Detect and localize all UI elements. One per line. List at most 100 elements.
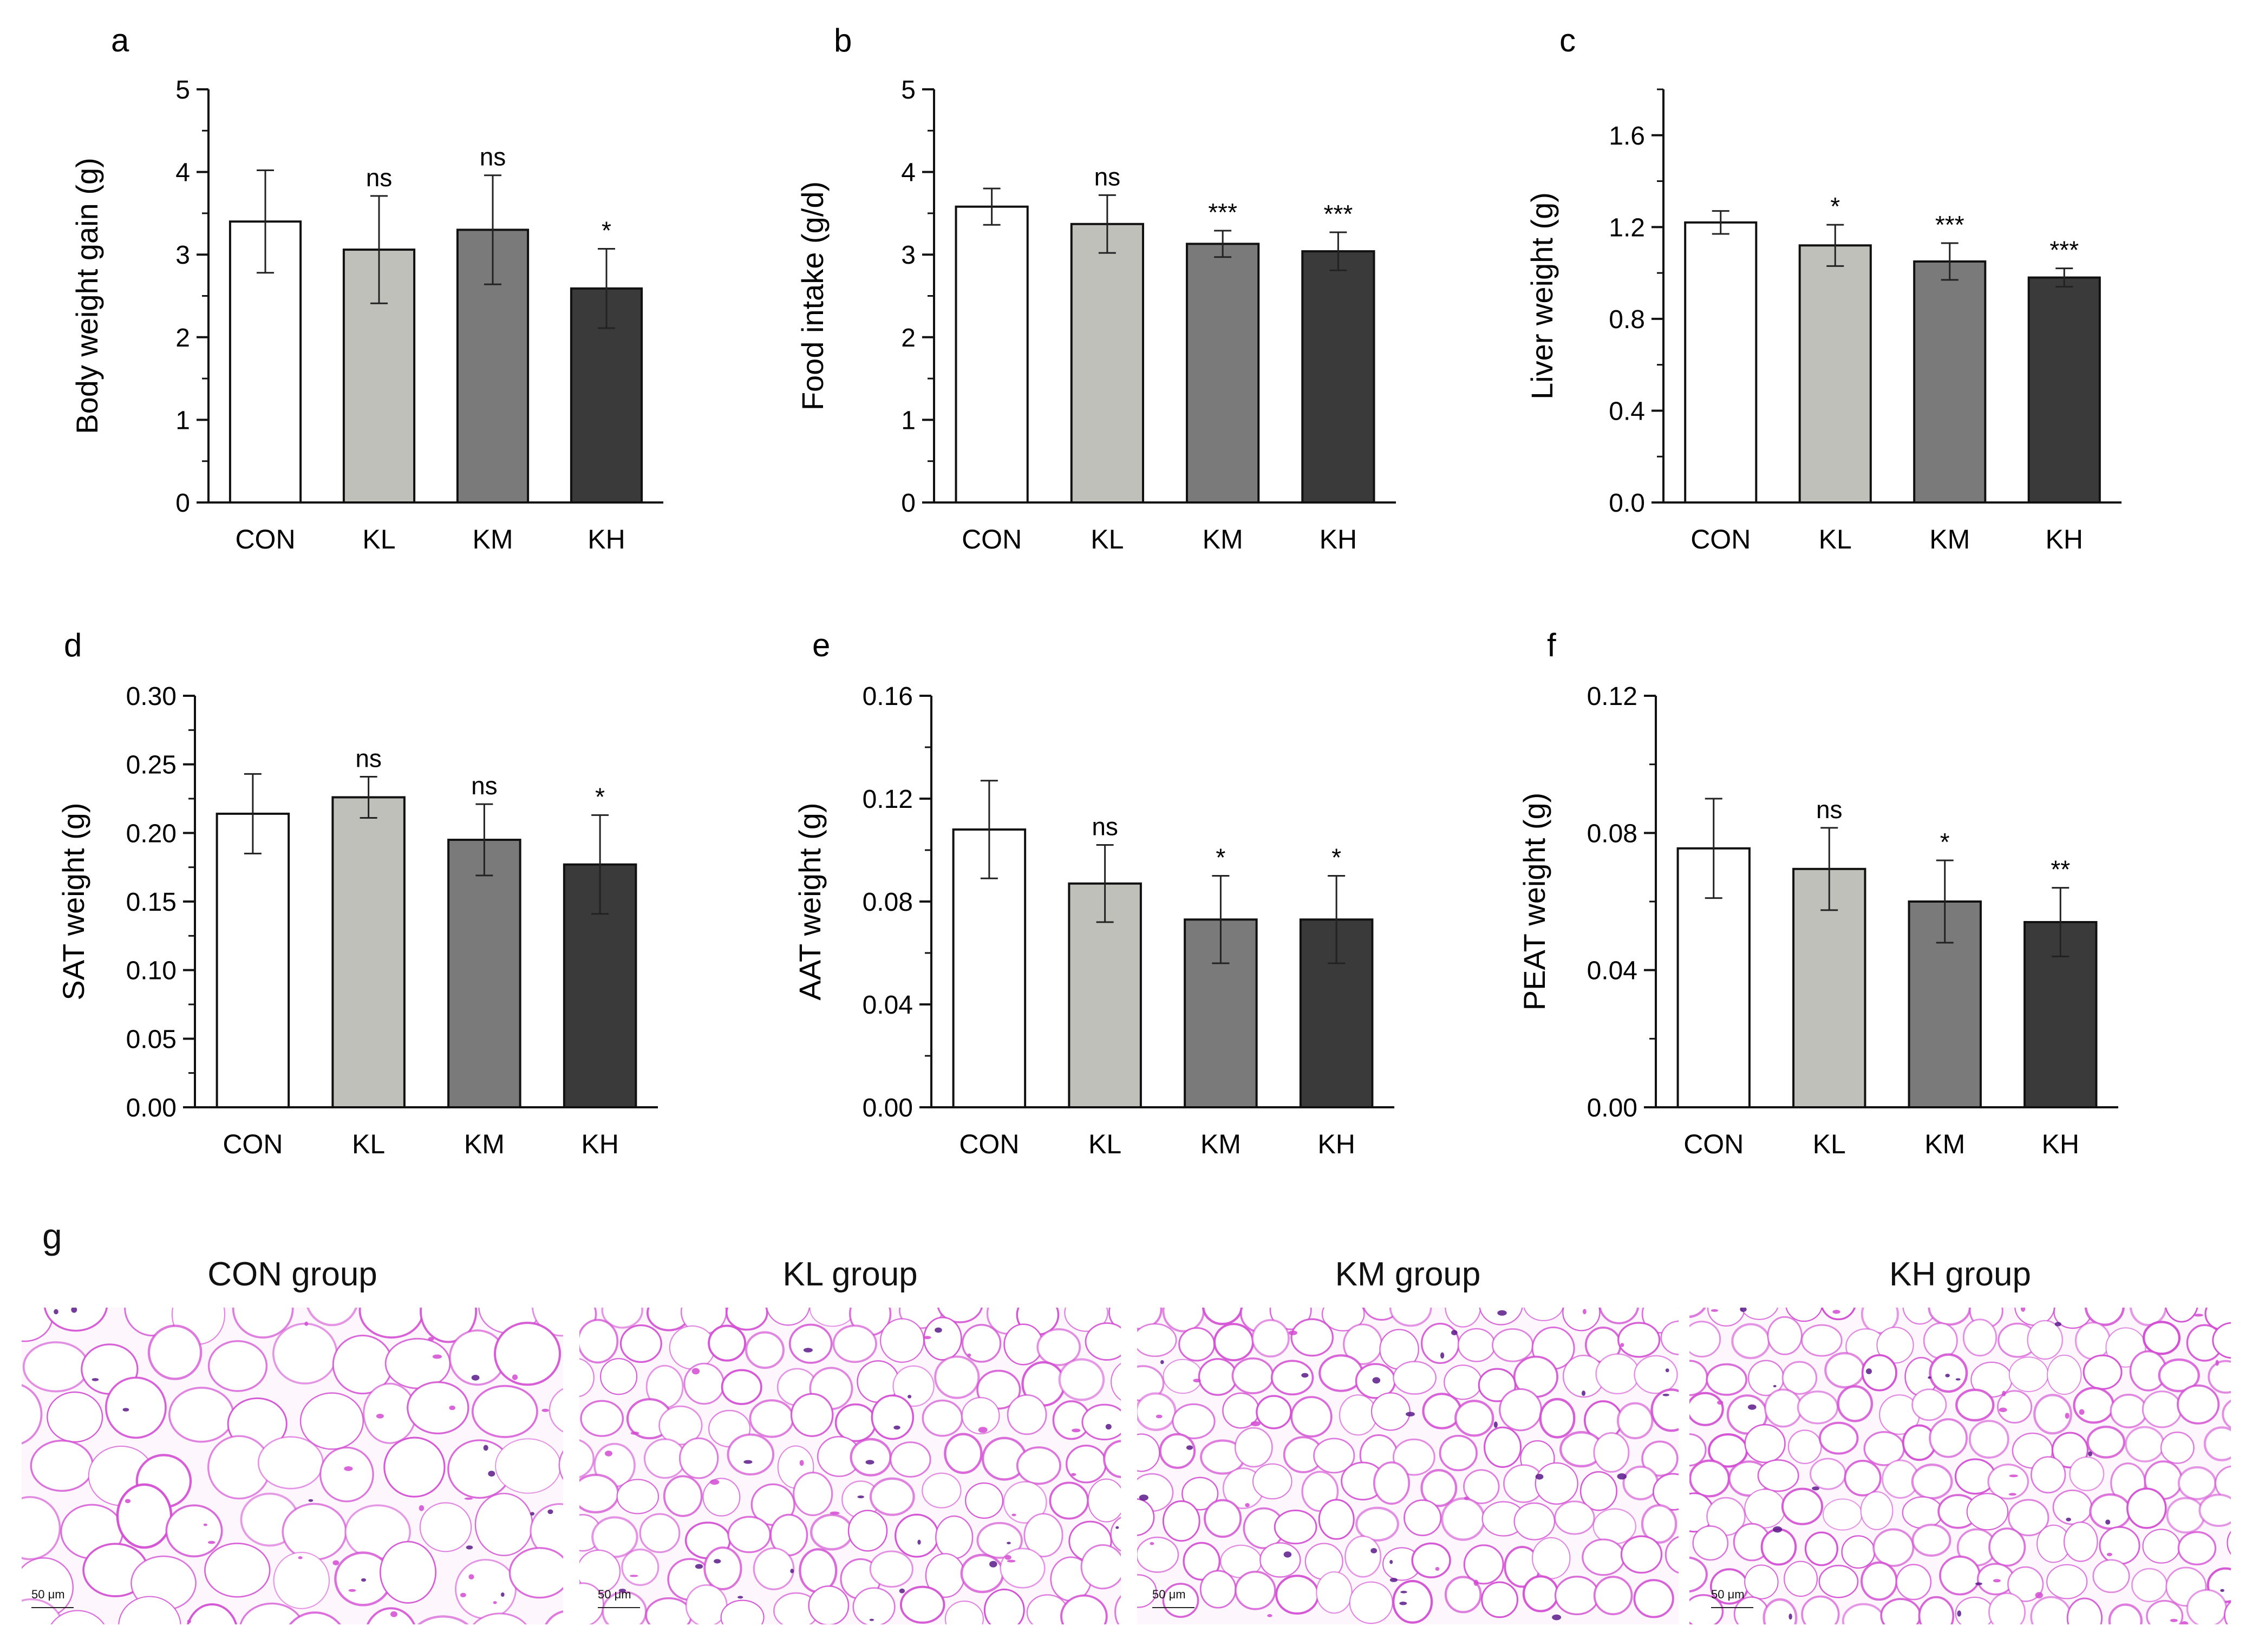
y-tick-label: 0.8 (1609, 305, 1645, 334)
x-tick-label: KL (1819, 524, 1852, 554)
adipocyte (1810, 1458, 1846, 1490)
adipocyte (2027, 1320, 2064, 1360)
adipocyte (1445, 1308, 1481, 1328)
adipocyte (2203, 1426, 2231, 1461)
adipocyte (2069, 1456, 2105, 1492)
x-tick-label: CON (223, 1129, 283, 1159)
significance-label: ns (1092, 813, 1118, 841)
adipocyte (1620, 1535, 1663, 1574)
adipocyte (810, 1513, 853, 1551)
x-tick-label: KH (581, 1129, 618, 1159)
scale-bar-con (31, 1607, 74, 1608)
adipocyte (1797, 1390, 1839, 1425)
adipocyte (471, 1385, 538, 1438)
adipose-tissue-image (22, 1308, 563, 1624)
adipocyte (1321, 1308, 1365, 1331)
nucleus (2009, 1474, 2018, 1478)
adipocyte (531, 1308, 563, 1337)
adipocyte (1767, 1316, 1803, 1355)
adipocyte (1479, 1308, 1523, 1325)
adipocyte (1622, 1465, 1659, 1500)
nucleus (361, 1578, 366, 1582)
bar-km (1913, 260, 1987, 504)
adipocyte (1929, 1418, 1968, 1458)
adipocyte (2142, 1321, 2181, 1355)
adipocyte (289, 1611, 341, 1624)
adipocyte (1087, 1478, 1121, 1523)
nucleus (2170, 1618, 2178, 1622)
adipocyte (1172, 1403, 1216, 1439)
adipocyte (579, 1318, 619, 1364)
chart-panel-d: d 0.00 0.05 0.10 0.15 0.20 0.25 0.30 SAT weight … (56, 627, 658, 1159)
adipocyte (2073, 1387, 2115, 1424)
significance-label: *** (1324, 200, 1353, 228)
nucleus (695, 1564, 703, 1569)
chart-panel-e: e 0.00 0.04 0.08 0.12 0.16 AAT weight (g) CON ns… (793, 627, 1394, 1159)
adipocyte (871, 1394, 915, 1440)
nucleus (464, 1497, 473, 1500)
adipose-tissue-image (1689, 1308, 2231, 1624)
nucleus (2215, 1360, 2219, 1366)
nucleus (1999, 1407, 2007, 1412)
micrograph-title-kl: KL group (782, 1256, 918, 1293)
x-tick-label: KH (1320, 524, 1357, 554)
adipocyte (1420, 1469, 1458, 1507)
adipocyte (1923, 1322, 1958, 1359)
bar-kl (1070, 223, 1144, 504)
nucleus (125, 1499, 131, 1504)
x-tick-label: KM (464, 1129, 505, 1159)
adipocyte (1801, 1324, 1843, 1357)
nucleus (1866, 1368, 1872, 1374)
adipocyte (727, 1433, 775, 1476)
nucleus (1748, 1404, 1757, 1410)
adipocyte (1513, 1502, 1556, 1540)
adipocyte (1785, 1308, 1823, 1322)
y-tick-label: 0.15 (126, 888, 177, 917)
adipocyte (579, 1439, 595, 1479)
micrograph-kh: 50 μm (1689, 1308, 2231, 1624)
adipocyte (1000, 1547, 1046, 1589)
adipocyte (2208, 1360, 2231, 1394)
y-tick-label: 0.00 (863, 1094, 913, 1122)
adipocyte (1103, 1440, 1121, 1478)
adipocyte (663, 1475, 703, 1517)
adipocyte (1633, 1579, 1674, 1618)
adipocyte (272, 1322, 338, 1385)
adipocyte (1689, 1459, 1730, 1498)
adipocyte (1837, 1385, 1874, 1422)
x-tick-label: KL (1088, 1129, 1121, 1159)
nucleus (419, 1505, 425, 1511)
adipocyte (1781, 1361, 1818, 1395)
nucleus (869, 1618, 874, 1621)
y-tick-label: 0.0 (1609, 489, 1645, 518)
adipocyte (1290, 1396, 1333, 1438)
adipocyte (1111, 1363, 1121, 1401)
nucleus (2035, 1592, 2043, 1598)
y-tick-label: 4 (175, 159, 190, 187)
nucleus (187, 1620, 191, 1623)
y-tick-label: 0.04 (863, 991, 913, 1020)
nucleus (1283, 1551, 1292, 1558)
adipocyte (204, 1543, 271, 1598)
nucleus (908, 1395, 912, 1399)
adipocyte (983, 1589, 1025, 1624)
nucleus (432, 1354, 442, 1359)
adipocyte (1929, 1353, 1968, 1393)
adipocyte (1454, 1400, 1494, 1437)
y-tick-label: 1.6 (1609, 122, 1645, 151)
scale-label-kh: 50 μm (1711, 1588, 1745, 1601)
adipocyte (721, 1369, 762, 1405)
adipocyte (1689, 1392, 1724, 1426)
nucleus (2008, 1493, 2016, 1496)
nucleus (1620, 1343, 1624, 1347)
chart-panel-b: b 0 1 2 3 4 5 Food intake (g/d) CON ns KL *** KM *** K… (795, 22, 1396, 554)
scale-bar-km (1152, 1607, 1194, 1608)
adipocyte (1484, 1426, 1522, 1468)
adipocyte (1370, 1392, 1411, 1431)
y-tick-label: 0.20 (126, 819, 177, 848)
adipocyte (1706, 1363, 1748, 1396)
nucleus (2194, 1314, 2203, 1317)
nucleus (989, 1560, 997, 1568)
adipocyte (1650, 1388, 1679, 1432)
adipocyte (1422, 1393, 1462, 1429)
